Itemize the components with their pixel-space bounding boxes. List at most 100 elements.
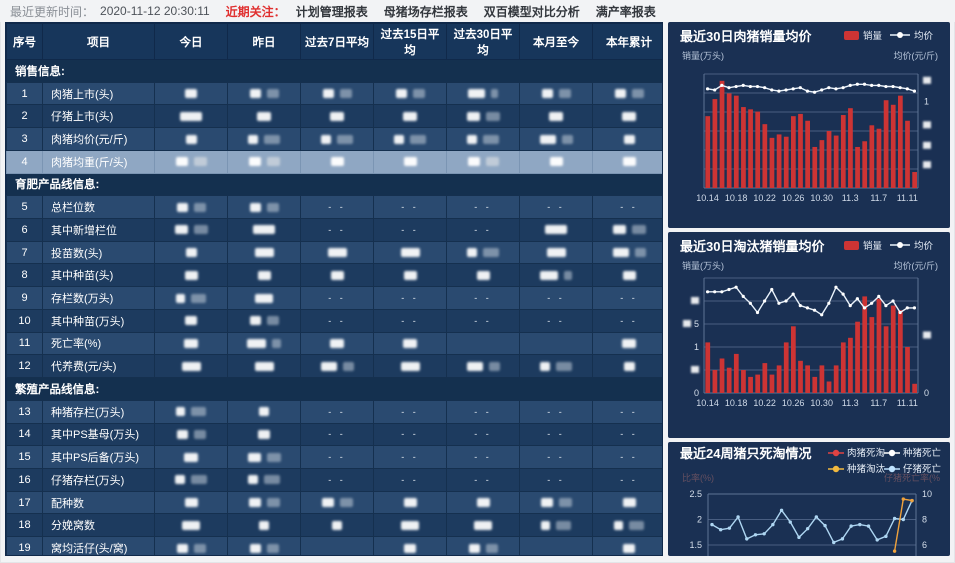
table-row[interactable]: 10 其中种苗(万头) - -- -- -- -- - xyxy=(6,308,662,333)
table-row[interactable]: 6 其中新增栏位 - -- -- - xyxy=(6,218,662,242)
chart-card-cull-sales: 最近30日淘汰猪销量均价 销量 均价 销量(万头) 均价(元/斤) 5 1 0 0 10.14 10… xyxy=(668,232,950,438)
table-row[interactable]: 14 其中PS基母(万头) - -- -- -- -- - xyxy=(6,422,662,447)
redacted-value xyxy=(249,316,261,326)
section-row[interactable]: 育肥产品线信息: xyxy=(6,172,662,197)
row-no: 4 xyxy=(6,149,43,174)
column-header: 过去30日平均 xyxy=(446,23,520,60)
data-cell: - - xyxy=(300,422,374,447)
redacted-value xyxy=(185,89,197,99)
section-title: 销售信息: xyxy=(6,59,662,83)
row-label: 配种数 xyxy=(42,490,155,515)
table-row[interactable]: 13 种猪存栏(万头) - -- -- -- -- - xyxy=(6,399,662,424)
table-row[interactable]: 19 窝均活仔(头/窝) xyxy=(6,536,662,555)
svg-text:6: 6 xyxy=(922,540,927,550)
svg-text:均价(元/斤): 均价(元/斤) xyxy=(894,50,939,61)
menu-item-2[interactable]: 母猪场存栏报表 xyxy=(383,4,468,19)
data-cell xyxy=(373,127,447,151)
svg-text:销量(万头): 销量(万头) xyxy=(682,260,724,271)
data-cell xyxy=(227,218,301,242)
redacted-value xyxy=(247,339,266,349)
redacted-value xyxy=(330,157,344,167)
row-label: 肉猪均价(元/斤) xyxy=(42,127,155,151)
redacted-value xyxy=(193,157,207,167)
section-row[interactable]: 销售信息: xyxy=(6,59,662,83)
redacted-value xyxy=(556,361,572,371)
data-cell: - - xyxy=(300,286,374,310)
redacted-value xyxy=(337,134,353,144)
redacted-value xyxy=(410,134,426,144)
redacted-value xyxy=(266,89,279,99)
table-row[interactable]: 12 代养费(元/头) xyxy=(6,354,662,379)
data-cell xyxy=(592,536,662,555)
data-cell: - - xyxy=(592,399,662,424)
data-cell xyxy=(519,240,593,265)
redacted-value xyxy=(184,452,198,462)
data-cell: - - xyxy=(592,308,662,333)
data-cell xyxy=(592,331,662,356)
redacted-value xyxy=(332,520,342,530)
redacted-value xyxy=(184,339,198,349)
data-cell: - - xyxy=(373,467,447,492)
redacted-value xyxy=(491,89,498,99)
data-cell xyxy=(373,354,447,379)
row-no: 3 xyxy=(6,127,43,151)
redacted-value xyxy=(259,520,269,530)
redacted-value xyxy=(546,248,566,258)
redacted-value xyxy=(330,339,344,349)
data-cell xyxy=(154,399,228,424)
redacted-value xyxy=(403,498,417,508)
redacted-value xyxy=(266,316,279,326)
table-row[interactable]: 17 配种数 xyxy=(6,490,662,515)
table-row[interactable]: 4 肉猪均重(斤/头) xyxy=(6,149,662,174)
data-cell xyxy=(446,240,520,265)
menu-item-4[interactable]: 满产率报表 xyxy=(595,4,656,19)
data-cell xyxy=(227,399,301,424)
redacted-value xyxy=(342,361,354,371)
data-cell xyxy=(227,195,301,220)
redacted-value xyxy=(561,134,573,144)
svg-text:1: 1 xyxy=(694,342,699,352)
data-cell xyxy=(519,218,593,242)
table-row[interactable]: 16 仔猪存栏(万头) - -- -- -- -- - xyxy=(6,467,662,492)
row-label: 其中PS基母(万头) xyxy=(42,422,155,447)
table-row[interactable]: 18 分娩窝数 xyxy=(6,513,662,538)
data-cell xyxy=(154,195,228,220)
table-row[interactable]: 7 投苗数(头) xyxy=(6,240,662,265)
redacted-value xyxy=(266,157,280,167)
data-cell xyxy=(154,127,228,151)
svg-text:11.3: 11.3 xyxy=(842,398,859,408)
svg-text:2: 2 xyxy=(697,515,702,525)
redacted-value xyxy=(412,89,425,99)
redacted-value xyxy=(483,248,499,258)
redacted-value xyxy=(403,339,417,349)
redacted-value xyxy=(193,202,206,212)
data-cell xyxy=(446,490,520,515)
table-row[interactable]: 9 存栏数(万头) - -- -- -- -- - xyxy=(6,286,662,310)
redacted-value xyxy=(467,134,477,144)
redacted-value xyxy=(185,316,197,326)
redacted-value xyxy=(272,339,281,349)
svg-text:10.26: 10.26 xyxy=(782,398,805,408)
redacted-value xyxy=(403,157,417,167)
data-cell xyxy=(446,81,520,106)
redacted-value xyxy=(549,111,563,121)
section-row[interactable]: 繁殖产品线信息: xyxy=(6,377,662,401)
column-header: 本年累计 xyxy=(592,23,662,60)
table-row[interactable]: 11 死亡率(%) xyxy=(6,331,662,356)
table-row[interactable]: 1 肉猪上市(头) xyxy=(6,81,662,106)
svg-text:8: 8 xyxy=(922,515,927,525)
data-cell xyxy=(300,149,374,174)
table-row[interactable]: 2 仔猪上市(头) xyxy=(6,104,662,129)
report-table-panel: 序号 项目 今日 昨日 过去7日平均 过去15日平均 过去30日平均 本月至今 本年累计 销售信… xyxy=(5,22,663,556)
data-cell xyxy=(446,536,520,555)
redacted-value xyxy=(193,225,208,235)
menu-item-3[interactable]: 双百模型对比分析 xyxy=(483,4,580,19)
table-row[interactable]: 3 肉猪均价(元/斤) xyxy=(6,127,662,151)
table-row[interactable]: 15 其中PS后备(万头) - -- -- -- -- - xyxy=(6,445,662,469)
redacted-value xyxy=(254,248,274,258)
table-row[interactable]: 5 总栏位数 - -- -- -- -- - xyxy=(6,195,662,220)
row-label: 仔猪存栏(万头) xyxy=(42,467,155,492)
menu-item-1[interactable]: 计划管理报表 xyxy=(295,4,368,19)
table-row[interactable]: 8 其中种苗(头) xyxy=(6,263,662,288)
